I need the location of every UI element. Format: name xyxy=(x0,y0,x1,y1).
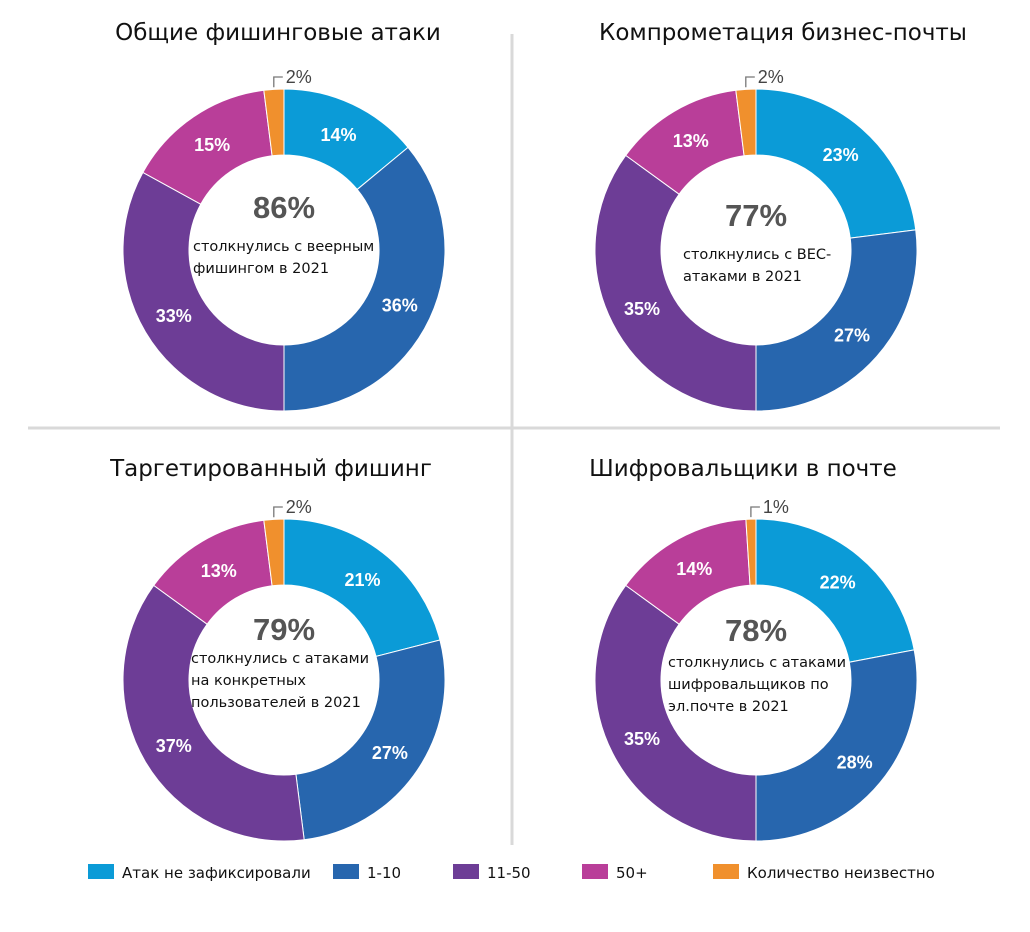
legend: Атак не зафиксировали 1-10 11-50 50+ Количес… xyxy=(88,864,935,882)
slice-label: 2% xyxy=(758,67,784,87)
slice-label: 27% xyxy=(834,326,870,346)
center-caption-line: эл.почте в 2021 xyxy=(668,699,789,715)
donut-slice-one-to-ten xyxy=(755,649,918,842)
legend-item-none: Атак не зафиксировали xyxy=(88,864,311,882)
center-caption-line: на конкретных xyxy=(191,673,306,689)
slice-label: 36% xyxy=(382,296,418,316)
legend-label: Количество неизвестно xyxy=(747,864,935,882)
donut-chart-3: Таргетированный фишинг 21% 27% 37% 13% 2% 79% с… xyxy=(109,456,446,842)
center-caption-line: фишингом в 2021 xyxy=(193,261,329,277)
charts-layer: Общие фишинговые атаки 14% 36% 33% 15% 2% 86% с… xyxy=(109,20,967,842)
slice-label: 1% xyxy=(763,497,789,517)
donut-slice-eleven-to-fifty xyxy=(594,584,757,842)
legend-swatch xyxy=(88,864,114,879)
slice-label: 15% xyxy=(194,135,230,155)
donut-slice-one-to-ten xyxy=(283,146,446,412)
slice-label: 22% xyxy=(820,572,856,592)
chart-title: Таргетированный фишинг xyxy=(109,456,432,482)
donut-slice-none xyxy=(283,518,441,657)
slice-label: 2% xyxy=(286,497,312,517)
slice-label: 37% xyxy=(156,736,192,756)
slice-label: 14% xyxy=(676,559,712,579)
legend-item-unknown: Количество неизвестно xyxy=(713,864,935,882)
leader-line xyxy=(750,506,760,518)
legend-label: 50+ xyxy=(616,864,648,882)
slice-label: 35% xyxy=(624,729,660,749)
legend-label: Атак не зафиксировали xyxy=(122,864,311,882)
donut-slice-none xyxy=(755,88,917,239)
donut-slice-eleven-to-fifty xyxy=(122,171,285,412)
donut-slice-none xyxy=(755,518,915,663)
center-percentage: 79% xyxy=(253,612,315,647)
legend-swatch xyxy=(333,864,359,879)
donut-chart-4: Шифровальщики в почте 22% 28% 35% 14% 1% 78% ст… xyxy=(589,456,918,842)
slice-label: 21% xyxy=(344,570,380,590)
slice-label: 28% xyxy=(837,753,873,773)
donut-slice-unknown xyxy=(745,518,757,586)
chart-title: Шифровальщики в почте xyxy=(589,456,897,482)
slice-label: 13% xyxy=(673,131,709,151)
center-caption-line: атаками в 2021 xyxy=(683,269,802,285)
chart-title: Общие фишинговые атаки xyxy=(115,20,441,46)
center-caption-line: шифровальщиков по xyxy=(668,677,829,693)
donut-slice-eleven-to-fifty xyxy=(122,584,305,842)
donut-chart-1: Общие фишинговые атаки 14% 36% 33% 15% 2% 86% с… xyxy=(115,20,446,412)
slice-label: 2% xyxy=(286,67,312,87)
donut-slice-one-to-ten xyxy=(755,229,918,412)
leader-line xyxy=(273,76,283,88)
legend-label: 1-10 xyxy=(367,864,401,882)
donut-slice-eleven-to-fifty xyxy=(594,154,757,412)
legend-label: 11-50 xyxy=(487,864,531,882)
donut-slice-unknown xyxy=(735,88,757,157)
center-caption-line: столкнулись с атаками xyxy=(668,655,846,671)
center-caption-line: столкнулись с BEC- xyxy=(683,247,831,263)
slice-label: 23% xyxy=(823,145,859,165)
donut-chart-2: Компрометация бизнес-почты 23% 27% 35% 13% 2%… xyxy=(594,20,967,412)
legend-item-one-to-ten: 1-10 xyxy=(333,864,401,882)
center-caption-line: пользователей в 2021 xyxy=(191,695,361,711)
slice-label: 13% xyxy=(201,561,237,581)
slice-label: 27% xyxy=(372,743,408,763)
center-caption-line: столкнулись с веерным xyxy=(193,239,374,255)
legend-item-eleven-to-fifty: 11-50 xyxy=(453,864,531,882)
slice-label: 33% xyxy=(156,306,192,326)
center-percentage: 77% xyxy=(725,198,787,233)
leader-line xyxy=(745,76,755,88)
donut-slice-unknown xyxy=(263,518,285,587)
donut-slice-unknown xyxy=(263,88,285,157)
legend-swatch xyxy=(453,864,479,879)
legend-swatch xyxy=(582,864,608,879)
legend-swatch xyxy=(713,864,739,879)
chart-title: Компрометация бизнес-почты xyxy=(599,20,967,46)
center-percentage: 86% xyxy=(253,190,315,225)
legend-item-fifty-plus: 50+ xyxy=(582,864,648,882)
donut-slice-one-to-ten xyxy=(295,639,446,841)
leader-line xyxy=(273,506,283,518)
slice-label: 14% xyxy=(320,125,356,145)
center-percentage: 78% xyxy=(725,613,787,648)
center-caption-line: столкнулись с атаками xyxy=(191,651,369,667)
slice-label: 35% xyxy=(624,299,660,319)
